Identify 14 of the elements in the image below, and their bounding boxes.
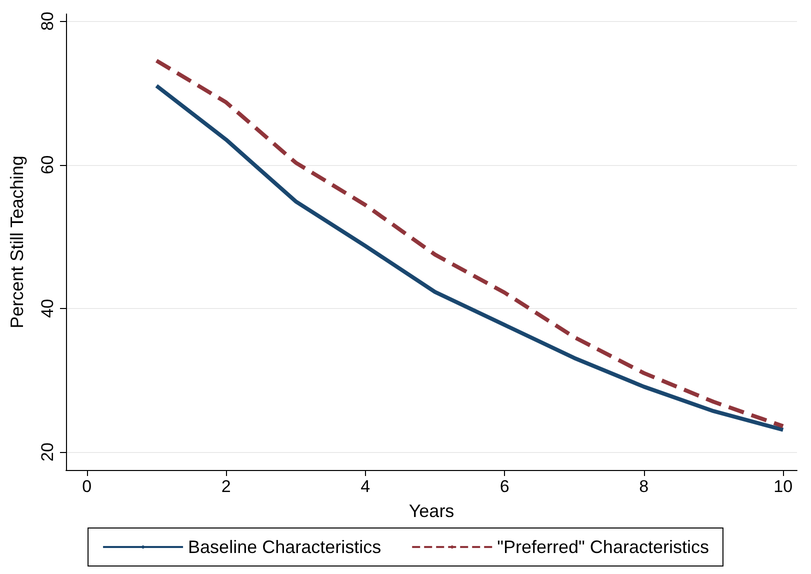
- x-axis-title: Years: [408, 501, 454, 521]
- legend-label: Baseline Characteristics: [188, 537, 382, 557]
- y-tick-label: 40: [38, 298, 57, 318]
- x-tick-label: 2: [221, 477, 231, 496]
- x-tick-label: 6: [500, 477, 510, 496]
- y-tick-label: 60: [38, 155, 57, 174]
- y-tick-label: 20: [38, 442, 57, 462]
- y-axis-title: Percent Still Teaching: [7, 156, 27, 328]
- y-tick-label: 80: [38, 12, 57, 31]
- x-tick-label: 4: [360, 477, 370, 496]
- legend-label: "Preferred" Characteristics: [497, 537, 709, 557]
- x-tick-label: 10: [774, 477, 793, 496]
- x-tick-label: 8: [639, 477, 649, 496]
- x-tick-label: 0: [82, 477, 92, 496]
